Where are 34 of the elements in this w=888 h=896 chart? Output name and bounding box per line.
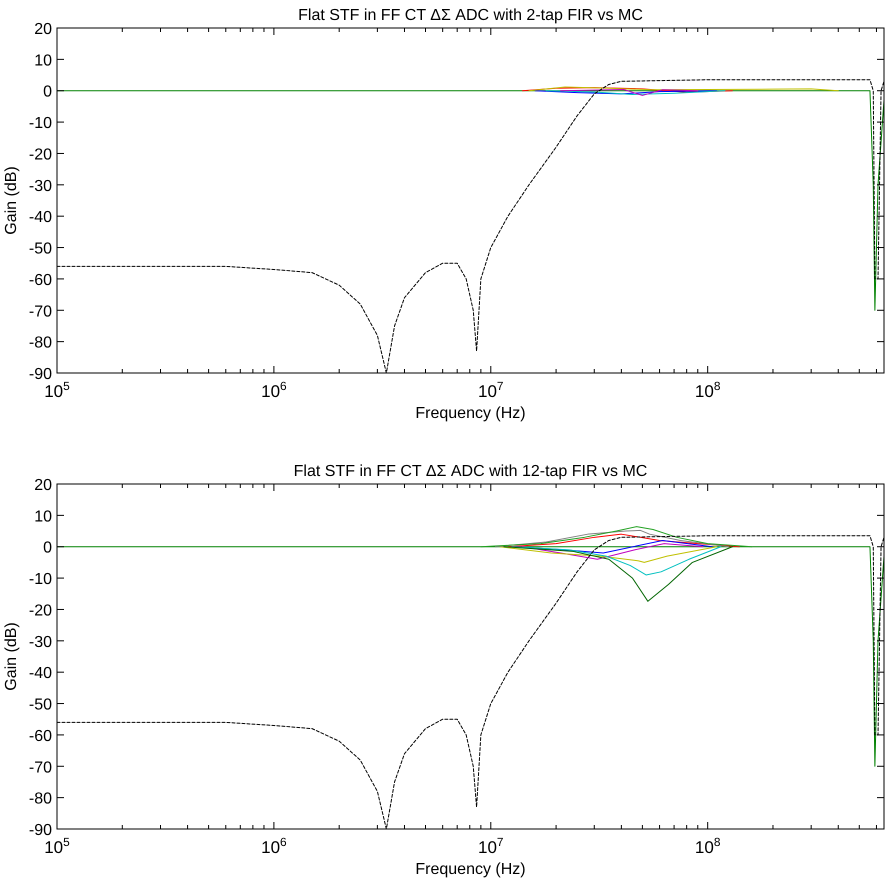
y-tick-label: 10	[34, 508, 52, 526]
x-tick-label: 10$^{6}$	[261, 835, 288, 857]
y-tick-label: 20	[34, 21, 52, 38]
y-tick-label: -50	[28, 696, 52, 714]
y-tick-label: -30	[28, 178, 52, 195]
y-tick-label: -30	[28, 634, 52, 651]
y-tick-label: -10	[28, 115, 52, 132]
x-tick-label: 10$^{7}$	[478, 379, 504, 401]
y-tick-label: -40	[28, 209, 52, 226]
y-axis-title: Gain (dB)	[3, 622, 20, 691]
y-tick-label: 10	[34, 52, 52, 70]
y-tick-label: -60	[28, 272, 52, 289]
y-tick-label: -50	[28, 240, 52, 258]
y-tick-label: -20	[28, 146, 52, 164]
y-tick-label: -70	[28, 303, 52, 320]
x-tick-label: 10$^{8}$	[694, 379, 721, 401]
x-axis-title: Frequency (Hz)	[415, 405, 526, 422]
x-tick-label: 10$^{6}$	[261, 379, 288, 401]
chart-title: Flat STF in FF CT ΔΣ ADC with 12-tap FIR vs MC	[294, 463, 648, 480]
chart-title: Flat STF in FF CT ΔΣ ADC with 2-tap FIR vs MC	[298, 7, 643, 24]
y-tick-label: -80	[28, 334, 52, 352]
y-tick-label: -70	[28, 759, 52, 776]
y-tick-label: -10	[28, 571, 52, 588]
x-tick-label: 10$^{7}$	[478, 835, 504, 857]
x-tick-label: 10$^{8}$	[694, 835, 721, 857]
x-axis-title: Frequency (Hz)	[415, 861, 526, 878]
y-tick-label: 0	[43, 84, 52, 101]
y-tick-label: -60	[28, 728, 52, 745]
y-axis-title: Gain (dB)	[3, 166, 20, 235]
y-tick-label: 20	[34, 477, 52, 494]
y-tick-label: -40	[28, 665, 52, 682]
y-tick-label: -80	[28, 790, 52, 808]
y-tick-label: 0	[43, 540, 52, 557]
y-tick-label: -20	[28, 602, 52, 620]
